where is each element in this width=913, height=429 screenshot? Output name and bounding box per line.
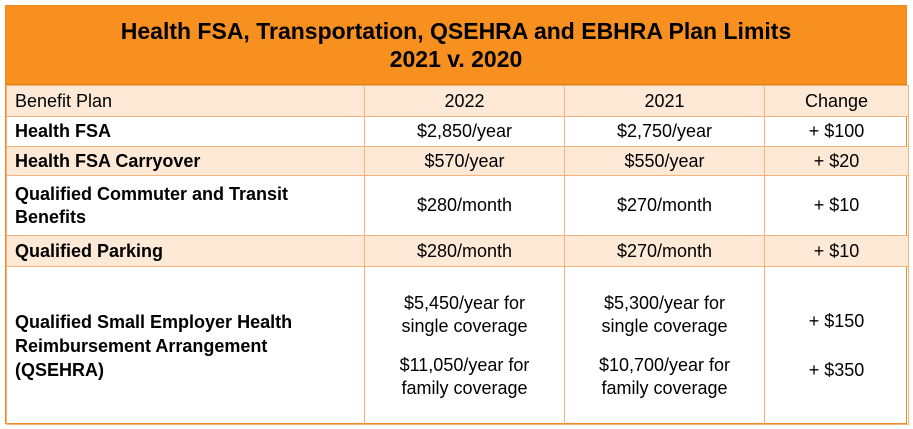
row-value-2022: $2,850/year	[364, 116, 565, 147]
header-year-2022: 2022	[364, 85, 565, 117]
plan-name-line: Qualified Small Employer Health	[15, 311, 293, 332]
table-row: Health FSA Carryover $570/year $550/year…	[6, 146, 909, 176]
family-coverage-value: $10,700/year for family coverage	[599, 354, 730, 400]
row-change: + $10	[764, 175, 909, 236]
plan-name-line: Reimbursement Arrangement	[15, 335, 268, 356]
value-line: family coverage	[601, 377, 728, 398]
header-change: Change	[764, 85, 909, 117]
row-change: + $100	[764, 116, 909, 147]
table-row: Qualified Parking $280/month $270/month …	[6, 235, 909, 267]
row-change: + $150 + $350	[764, 266, 909, 425]
value-line: $11,050/year for	[399, 354, 530, 375]
title-line-1: Health FSA, Transportation, QSEHRA and E…	[120, 18, 792, 44]
row-value-2021: $270/month	[564, 175, 765, 236]
row-plan-name: Qualified Commuter and Transit Benefits	[6, 175, 365, 236]
plan-limits-table: Benefit Plan 2022 2021 Change Health FSA…	[6, 85, 909, 425]
table-row: Qualified Small Employer Health Reimburs…	[6, 266, 909, 425]
row-change: + $20	[764, 146, 909, 176]
title-line-2: 2021 v. 2020	[389, 46, 523, 72]
header-benefit-plan: Benefit Plan	[6, 85, 365, 117]
table-row: Health FSA $2,850/year $2,750/year + $10…	[6, 116, 909, 147]
value-line: $10,700/year for	[598, 354, 731, 375]
single-coverage-change: + $150	[808, 310, 865, 331]
plan-name-line: (QSEHRA)	[15, 359, 104, 380]
value-line: $5,300/year for	[603, 292, 726, 313]
row-value-2022: $280/month	[364, 235, 565, 267]
plan-name-line: Benefits	[15, 206, 87, 227]
row-value-2021: $5,300/year for single coverage $10,700/…	[564, 266, 765, 425]
row-value-2021: $270/month	[564, 235, 765, 267]
row-plan-name: Health FSA	[6, 116, 365, 147]
row-plan-name: Qualified Parking	[6, 235, 365, 267]
row-value-2022: $5,450/year for single coverage $11,050/…	[364, 266, 565, 425]
plan-name-line: Qualified Commuter and Transit	[15, 183, 289, 204]
table-header-row: Benefit Plan 2022 2021 Change	[6, 85, 909, 117]
row-plan-name: Health FSA Carryover	[6, 146, 365, 176]
single-coverage-value: $5,450/year for single coverage	[401, 292, 527, 338]
row-value-2022: $280/month	[364, 175, 565, 236]
row-change: + $10	[764, 235, 909, 267]
value-line: single coverage	[401, 315, 528, 336]
row-plan-name: Qualified Small Employer Health Reimburs…	[6, 266, 365, 425]
plan-limits-table-frame: Health FSA, Transportation, QSEHRA and E…	[5, 5, 909, 425]
row-value-2021: $550/year	[564, 146, 765, 176]
value-line: $5,450/year for	[403, 292, 526, 313]
single-coverage-value: $5,300/year for single coverage	[601, 292, 727, 338]
table-row: Qualified Commuter and Transit Benefits …	[6, 175, 909, 236]
value-line: single coverage	[601, 315, 728, 336]
row-value-2022: $570/year	[364, 146, 565, 176]
header-year-2021: 2021	[564, 85, 765, 117]
value-line: family coverage	[401, 377, 528, 398]
family-coverage-value: $11,050/year for family coverage	[400, 354, 530, 400]
table-title: Health FSA, Transportation, QSEHRA and E…	[6, 6, 906, 85]
row-value-2021: $2,750/year	[564, 116, 765, 147]
family-coverage-change: + $350	[808, 359, 865, 380]
